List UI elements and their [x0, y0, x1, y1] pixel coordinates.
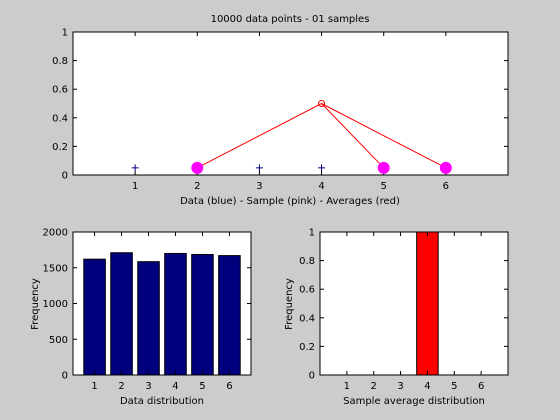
top-xtick-label: 5 [381, 181, 387, 192]
top-panel: 10000 data points - 01 samples Data (blu… [52, 14, 509, 207]
average-line [321, 103, 385, 169]
sample-avg-dist-xtick-label: 4 [424, 381, 430, 392]
data-point-marker [318, 164, 326, 172]
data-dist-xtick-label: 3 [145, 381, 151, 392]
sample-avg-dist-ytick-label: 0.6 [299, 285, 315, 296]
data-point-marker [255, 164, 263, 172]
sample-avg-dist-xtick-label: 5 [451, 381, 457, 392]
sample-avg-dist-xtick-label: 3 [397, 381, 403, 392]
data-dist-xtick-label: 5 [199, 381, 205, 392]
bottom-right-xlabel: Sample average distribution [343, 396, 485, 407]
top-ytick-label: 0 [62, 171, 68, 182]
sample-point-marker [191, 161, 204, 174]
bottom-right-ylabel: Frequency [284, 278, 295, 330]
sample-avg-dist-xtick-label: 1 [344, 381, 350, 392]
top-xtick-label: 1 [132, 181, 138, 192]
data-dist-ytick-label: 0 [62, 371, 68, 382]
data-dist-bar [110, 252, 133, 376]
top-xlabel: Data (blue) - Sample (pink) - Averages (… [180, 196, 400, 207]
sample-avg-dist-ytick-label: 0.8 [299, 256, 315, 267]
data-dist-bar [218, 255, 241, 376]
top-xtick-label: 2 [194, 181, 200, 192]
top-xtick-label: 4 [318, 181, 324, 192]
top-xtick-label: 3 [256, 181, 262, 192]
data-dist-ytick-label: 1000 [43, 299, 68, 310]
sample-avg-dist-ytick-label: 1 [309, 228, 315, 239]
top-plot-area [72, 31, 509, 176]
data-dist-xtick-label: 6 [226, 381, 232, 392]
bottom-left-panel: Data distribution Frequency 1 2 3 4 5 6 0 500 10… [30, 228, 252, 407]
data-point-marker [131, 164, 139, 172]
sample-avg-dist-bar [416, 231, 439, 376]
data-dist-xtick-label: 1 [91, 381, 97, 392]
average-point-marker [318, 100, 326, 107]
sample-avg-dist-xtick-label: 6 [478, 381, 484, 392]
top-ytick-label: 0.2 [52, 142, 68, 153]
data-dist-bar [191, 254, 214, 376]
top-ytick-label: 0.8 [52, 56, 68, 67]
average-line [197, 103, 322, 169]
data-dist-bar [164, 252, 187, 376]
data-dist-ytick-label: 500 [49, 335, 68, 346]
data-dist-bar [137, 261, 160, 376]
data-dist-xtick-label: 4 [172, 381, 178, 392]
top-ytick-label: 1 [62, 28, 68, 39]
data-dist-ytick-label: 2000 [43, 228, 68, 239]
data-dist-ytick-label: 1500 [43, 263, 68, 274]
top-title: 10000 data points - 01 samples [211, 14, 370, 25]
sample-avg-dist-ytick-label: 0.2 [299, 342, 315, 353]
bottom-right-panel: Sample average distribution Frequency 1 2… [284, 228, 509, 407]
bottom-left-xlabel: Data distribution [120, 396, 204, 407]
top-ytick-label: 0.6 [52, 85, 68, 96]
top-ytick-label: 0.4 [52, 113, 68, 124]
bottom-right-plot-area [319, 231, 509, 376]
data-dist-bar [83, 258, 106, 376]
top-xtick-label: 6 [443, 181, 449, 192]
sample-point-marker [377, 161, 390, 174]
sample-avg-dist-xtick-label: 2 [371, 381, 377, 392]
sample-point-marker [439, 161, 452, 174]
sample-avg-dist-ytick-label: 0.4 [299, 313, 315, 324]
bottom-left-ylabel: Frequency [30, 278, 41, 330]
sample-avg-dist-ytick-label: 0 [309, 371, 315, 382]
data-dist-xtick-label: 2 [118, 381, 124, 392]
average-line [321, 103, 447, 169]
